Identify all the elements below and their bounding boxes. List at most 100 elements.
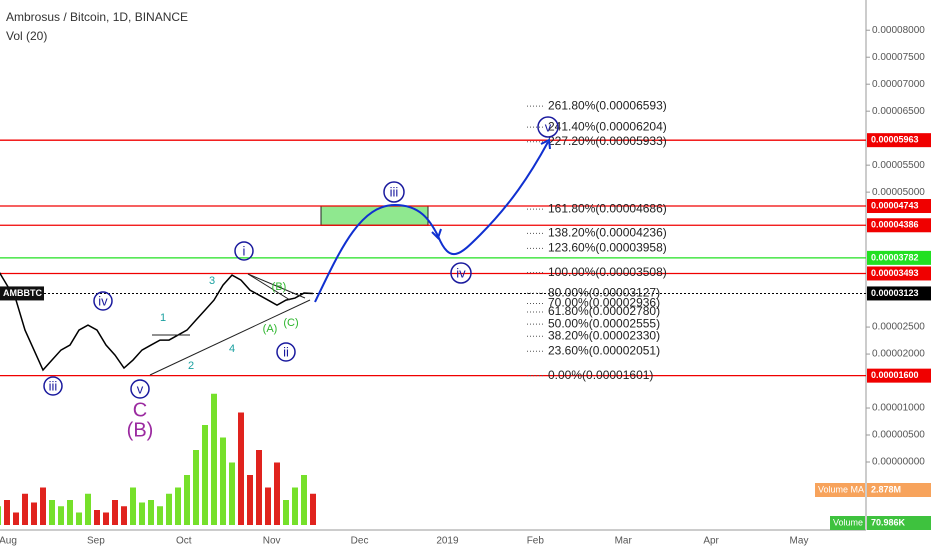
- volume-bar: [94, 510, 100, 525]
- wave-label: iii: [49, 378, 58, 393]
- volume-bar: [301, 475, 307, 525]
- x-tick-label: Oct: [176, 536, 192, 547]
- price-label: 0.00003782: [871, 252, 919, 262]
- symbol-label-bg: [0, 286, 44, 301]
- wave-label: (A): [263, 323, 278, 335]
- fib-label: 138.20%(0.00004236): [548, 226, 667, 240]
- wave-label: 2: [188, 360, 194, 372]
- wave-label: 4: [229, 343, 235, 355]
- x-tick-label: Apr: [703, 536, 719, 547]
- fib-label: 241.40%(0.00006204): [548, 119, 667, 133]
- volume-value-bg: [867, 516, 931, 530]
- fib-label: 38.20%(0.00002330): [548, 328, 660, 342]
- y-tick-label: 0.00001000: [872, 403, 925, 414]
- fib-label: 61.80%(0.00002780): [548, 304, 660, 318]
- volume-bar: [229, 462, 235, 525]
- fib-label: 123.60%(0.00003958): [548, 241, 667, 255]
- arrow-head: [540, 138, 551, 150]
- projection-arrow: [437, 141, 549, 256]
- y-tick-label: 0.00005000: [872, 187, 925, 198]
- fib-label: 50.00%(0.00002555): [548, 316, 660, 330]
- wave-label: v: [137, 381, 144, 396]
- volume-bar: [193, 450, 199, 525]
- y-tick-label: 0.00005500: [872, 160, 925, 171]
- price-label-bg: [867, 199, 931, 214]
- wave-label: 1: [160, 312, 166, 324]
- volume-value: 70.986K: [871, 517, 906, 527]
- wave-label: i: [243, 243, 246, 258]
- chart-title: Ambrosus / Bitcoin, 1D, BINANCE: [6, 10, 188, 24]
- volume-bar: [148, 500, 154, 525]
- volume-bar: [211, 393, 217, 525]
- price-line-series: [0, 271, 314, 372]
- volume-bar: [238, 412, 244, 525]
- price-label: 0.00004743: [871, 200, 919, 210]
- y-tick-label: 0.00007000: [872, 79, 925, 90]
- volume-bar: [256, 450, 262, 525]
- y-tick-label: 0.00000500: [872, 430, 925, 441]
- volume-bar: [13, 512, 19, 525]
- price-label: 0.00001600: [871, 370, 919, 380]
- y-tick-label: 0.00000000: [872, 457, 925, 468]
- volume-bar: [202, 425, 208, 525]
- fib-label: 23.60%(0.00002051): [548, 343, 660, 357]
- fib-label: 161.80%(0.00004686): [548, 201, 667, 215]
- x-tick-label: Nov: [263, 536, 281, 547]
- volume-bar: [220, 437, 226, 525]
- wave-label: (B): [272, 281, 287, 293]
- volume-bar: [247, 475, 253, 525]
- fib-label: 100.00%(0.00003508): [548, 265, 667, 279]
- price-label: 0.00003123: [871, 288, 919, 298]
- volume-bar: [112, 500, 118, 525]
- wave-label: ii: [283, 344, 289, 359]
- wave-circle: [276, 342, 296, 362]
- wave-label: iv: [98, 293, 108, 308]
- volume-bar: [4, 500, 10, 525]
- price-label: 0.00004386: [871, 220, 919, 230]
- volume-bar: [22, 493, 28, 525]
- fib-label: 261.80%(0.00006593): [548, 98, 667, 112]
- x-tick-label: Mar: [615, 536, 633, 547]
- y-tick-label: 0.00006500: [872, 106, 925, 117]
- fib-label: 227.20%(0.00005933): [548, 134, 667, 148]
- y-tick-label: 0.00007500: [872, 52, 925, 63]
- volume-bar: [31, 502, 37, 525]
- volume-ma-label-bg: [815, 483, 865, 497]
- wave-label: C: [133, 399, 147, 421]
- x-tick-label: 2019: [436, 536, 459, 547]
- wave-circle: [43, 376, 63, 396]
- price-label: 0.00005963: [871, 135, 919, 145]
- volume-bar: [85, 493, 91, 525]
- volume-ma-value-bg: [867, 483, 931, 497]
- volume-bar: [310, 493, 316, 525]
- price-label-bg: [867, 368, 931, 383]
- y-tick-label: 0.00002500: [872, 322, 925, 333]
- chart-subtitle: Vol (20): [6, 29, 47, 43]
- y-tick-label: 0.00002000: [872, 349, 925, 360]
- fib-label: 70.00%(0.00002936): [548, 296, 660, 310]
- wave-label: (C): [283, 317, 298, 329]
- volume-bar: [274, 462, 280, 525]
- wave-label: iv: [456, 265, 466, 280]
- price-label-bg: [867, 250, 931, 265]
- fib-label: 80.00%(0.00003127): [548, 285, 660, 299]
- x-tick-label: Feb: [527, 536, 545, 547]
- wave-circle: [234, 241, 254, 261]
- volume-bar: [166, 493, 172, 525]
- trendline: [247, 273, 306, 299]
- volume-bar: [139, 502, 145, 525]
- volume-bar: [40, 487, 46, 525]
- volume-bar: [58, 506, 64, 525]
- volume-bar: [184, 475, 190, 525]
- trendline: [149, 299, 311, 376]
- wave-circle: [383, 181, 405, 203]
- volume-bar: [265, 487, 271, 525]
- wave-label: v: [545, 119, 552, 134]
- volume-bar: [130, 487, 136, 525]
- x-tick-label: Dec: [351, 536, 369, 547]
- wave-circle: [93, 291, 113, 311]
- volume-bar: [292, 487, 298, 525]
- wave-label: 3: [209, 275, 215, 287]
